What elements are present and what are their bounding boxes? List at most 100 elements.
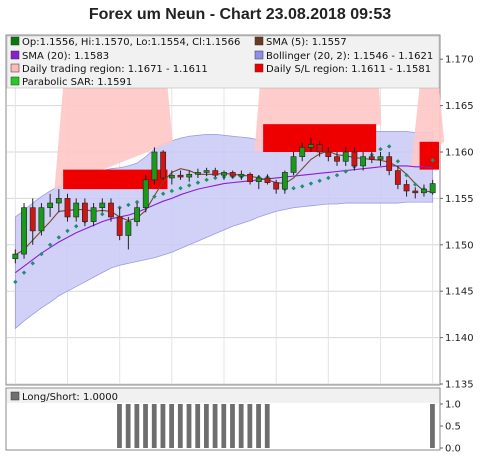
chart-title: Forex um Neun - Chart 23.08.2018 09:53 [89,6,391,23]
legend-swatch-sma20 [10,50,20,60]
sar-point [13,279,18,285]
candle-down [81,202,88,222]
sar-point [100,211,105,217]
sar-point [326,175,331,181]
sar-point [343,169,348,174]
ls-tick-label: 1.0 [445,400,461,411]
long-short-bar [230,404,235,448]
candle-up [142,179,149,208]
daily-sl-region [63,169,168,190]
long-short-bar [256,404,261,448]
long-short-legend-bg [7,389,439,403]
candle-down [108,202,114,218]
sar-point [126,202,131,208]
candle-up [290,156,297,173]
y-tick-label: 1.165 [445,101,474,112]
candle-down [177,174,184,178]
long-short-swatch [10,391,20,401]
candle-up [299,147,306,157]
legend: Op:1.1556, Hi:1.1570, Lo:1.1554, Cl:1.15… [10,36,433,88]
long-short-bar [143,404,148,448]
daily-sl-region [419,141,439,170]
candle-up [377,156,384,160]
long-short-label: Long/Short: 1.0000 [22,392,118,403]
sar-point [308,181,314,186]
ls-tick-label: 0.0 [445,444,461,455]
sar-point [204,177,209,183]
sar-point [386,144,392,149]
long-short-bar [125,404,131,448]
sar-point [47,242,53,247]
candle-up [12,253,19,260]
candle-down [325,151,332,157]
candle-up [134,207,140,222]
candle-down [264,177,271,183]
candle-up [55,198,62,204]
candle-down [412,190,419,194]
legend-label-sar: Parabolic SAR: 1.1591 [22,77,132,88]
y-tick-label: 1.170 [445,55,474,66]
y-tick-label: 1.145 [445,287,474,298]
candle-down [386,156,393,171]
long-short-bar [195,404,201,448]
candle-up [221,172,227,176]
long-short-axis: 1.0 0.5 0.0 [440,400,461,455]
sar-point [65,228,70,234]
long-short-bar [430,404,435,448]
candle-down [316,144,323,153]
candle-up [73,202,80,218]
legend-swatch-dsl [254,63,264,73]
long-short-bar [247,404,253,448]
long-short-bar [151,404,157,448]
sar-point [30,261,35,266]
sar-point [56,235,62,240]
sar-point [195,180,201,185]
sar-point [404,173,409,178]
sar-point [39,251,44,257]
candle-up [168,174,175,179]
candle-up [255,177,262,182]
price-axis: 1.170 1.165 1.160 1.155 1.150 1.145 1.140 1.135 [440,55,474,391]
candle-up [203,170,210,173]
candle-down [229,172,236,177]
long-short-bar [221,404,227,448]
candle-down [160,151,167,179]
sar-point [160,191,166,196]
candle-up [38,207,45,232]
candle-up [151,151,158,181]
legend-label-ohlc: Op:1.1556, Hi:1.1570, Lo:1.1554, Cl:1.15… [22,37,240,48]
legend-label-sma20: SMA (20): 1.1583 [22,51,109,62]
y-tick-label: 1.160 [445,148,474,159]
sar-point [291,185,296,191]
ls-tick-label: 0.5 [445,422,461,433]
y-tick-label: 1.135 [445,380,474,391]
candle-down [29,207,36,232]
sar-point [413,182,418,187]
sar-point [134,199,140,205]
sar-point [317,178,322,183]
legend-swatch-sar [10,76,20,86]
sar-point [430,158,435,163]
sar-point [21,270,27,275]
candle-down [403,184,410,192]
sar-point [187,183,192,188]
candle-down [394,170,401,185]
sar-point [74,224,79,229]
long-short-bar [264,404,270,448]
candle-up [90,207,97,222]
legend-label-dtr: Daily trading region: 1.1671 - 1.1611 [22,64,208,75]
sar-point [152,194,157,199]
candle-up [125,221,132,236]
candle-down [64,198,71,218]
long-short-bar [186,404,192,448]
candle-down [247,173,253,182]
y-tick-label: 1.155 [445,194,474,205]
long-short-bar [238,404,244,448]
candle-up [186,173,193,178]
price-layer [12,45,445,330]
sar-point [169,188,175,194]
sar-point [178,185,183,191]
long-short-bar [117,404,122,448]
candle-up [342,151,349,162]
candle-up [21,207,27,255]
